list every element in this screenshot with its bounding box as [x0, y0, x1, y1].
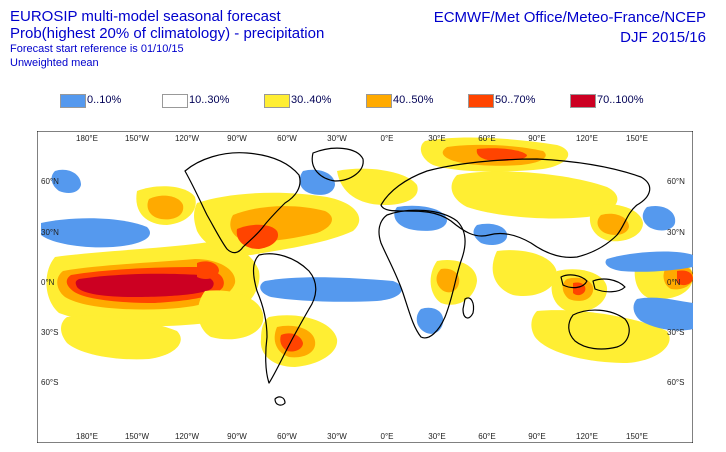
lon-label: 30°E: [428, 432, 445, 441]
yellow-region: [531, 310, 670, 363]
map-panel: 180°E 150°W 120°W 90°W 60°W 30°W 0°E 30°…: [37, 131, 693, 443]
red-orange-region: [476, 148, 527, 161]
lon-label: 30°E: [428, 134, 445, 143]
latitude-labels-right: 60°N 30°N 0°N 30°S 60°S: [667, 177, 685, 387]
blue-region: [642, 205, 676, 231]
legend-swatch: [162, 94, 188, 108]
lon-label: 0°E: [381, 432, 394, 441]
legend-label: 0..10%: [87, 94, 122, 106]
south-america-coastline: [252, 253, 317, 384]
legend-label: 70..100%: [597, 94, 644, 106]
legend-label: 10..30%: [189, 94, 230, 106]
blue-region: [633, 297, 693, 331]
season-label: DJF 2015/16: [620, 29, 706, 46]
lon-label: 90°E: [528, 134, 545, 143]
blue-region: [605, 251, 693, 272]
legend-label: 40..50%: [393, 94, 434, 106]
lon-label: 90°W: [227, 432, 247, 441]
lat-label: 30°N: [41, 228, 59, 237]
lon-label: 180°E: [76, 432, 98, 441]
red-orange-region: [197, 261, 219, 279]
lon-label: 150°W: [125, 432, 150, 441]
blue-region: [260, 277, 402, 302]
orange-region: [147, 195, 184, 220]
lon-label: 30°W: [327, 134, 347, 143]
lat-label: 0°N: [41, 278, 55, 287]
lon-label: 180°E: [76, 134, 98, 143]
lat-label: 60°S: [41, 378, 58, 387]
lon-label: 60°W: [277, 134, 297, 143]
blue-region: [299, 169, 335, 195]
lon-label: 0°E: [381, 134, 394, 143]
lat-label: 60°N: [41, 177, 59, 186]
legend-label: 30..40%: [291, 94, 332, 106]
lon-label: 30°W: [327, 432, 347, 441]
legend-swatch: [366, 94, 392, 108]
yellow-region: [492, 250, 557, 297]
blue-region: [416, 307, 444, 334]
madagascar-coastline: [462, 297, 475, 319]
red-orange-region: [280, 333, 303, 352]
yellow-region: [61, 315, 181, 360]
legend-swatch: [60, 94, 86, 108]
legend-swatch: [264, 94, 290, 108]
lon-label: 90°W: [227, 134, 247, 143]
forecast-start: Forecast start reference is 01/10/15: [10, 43, 184, 55]
header-right: ECMWF/Met Office/Meteo-France/NCEP DJF 2…: [434, 8, 706, 48]
australia-coastline: [568, 309, 630, 350]
centres-label: ECMWF/Met Office/Meteo-France/NCEP: [433, 9, 706, 26]
probability-fields: [41, 137, 693, 367]
legend-label: 50..70%: [495, 94, 536, 106]
lon-label: 150°E: [626, 432, 648, 441]
lon-label: 60°E: [478, 432, 495, 441]
blue-region: [51, 169, 81, 193]
lon-label: 150°W: [125, 134, 150, 143]
lat-label: 30°S: [667, 328, 684, 337]
weighting-note: Unweighted mean: [10, 57, 99, 69]
north-america-coastline: [184, 152, 301, 254]
yellow-region: [451, 171, 618, 219]
latitude-labels-left: 60°N 30°N 0°N 30°S 60°S: [41, 177, 59, 387]
chart-title: EUROSIP multi-model seasonal forecast: [10, 8, 281, 25]
coastlines: [184, 147, 651, 406]
lat-label: 0°N: [667, 278, 681, 287]
greenland-coastline: [311, 147, 364, 182]
lon-label: 120°E: [576, 134, 598, 143]
dark-red-region: [75, 273, 214, 297]
lat-label: 30°N: [667, 228, 685, 237]
lat-label: 60°N: [667, 177, 685, 186]
longitude-labels-top: 180°E 150°W 120°W 90°W 60°W 30°W 0°E 30°…: [76, 134, 648, 143]
yellow-region: [337, 168, 418, 205]
lat-label: 60°S: [667, 378, 684, 387]
legend-swatch: [468, 94, 494, 108]
lon-label: 90°E: [528, 432, 545, 441]
lon-label: 120°W: [175, 134, 200, 143]
red-orange-region: [677, 270, 693, 286]
chart-subtitle: Prob(highest 20% of climatology) - preci…: [10, 25, 325, 42]
lon-label: 60°E: [478, 134, 495, 143]
legend-swatch: [570, 94, 596, 108]
antarctic-islands-coastline: [274, 396, 286, 406]
title-block: EUROSIP multi-model seasonal forecast Pr…: [10, 8, 324, 70]
lon-label: 60°W: [277, 432, 297, 441]
africa-coastline: [378, 209, 466, 339]
lon-label: 120°E: [576, 432, 598, 441]
eurasia-coastline: [380, 158, 651, 258]
lat-label: 30°S: [41, 328, 58, 337]
yellow-region: [197, 290, 264, 340]
longitude-labels-bottom: 180°E 150°W 120°W 90°W 60°W 30°W 0°E 30°…: [76, 432, 648, 441]
lon-label: 120°W: [175, 432, 200, 441]
blue-region: [41, 218, 150, 248]
maritime-continent-coastline: [560, 274, 626, 293]
lon-label: 150°E: [626, 134, 648, 143]
